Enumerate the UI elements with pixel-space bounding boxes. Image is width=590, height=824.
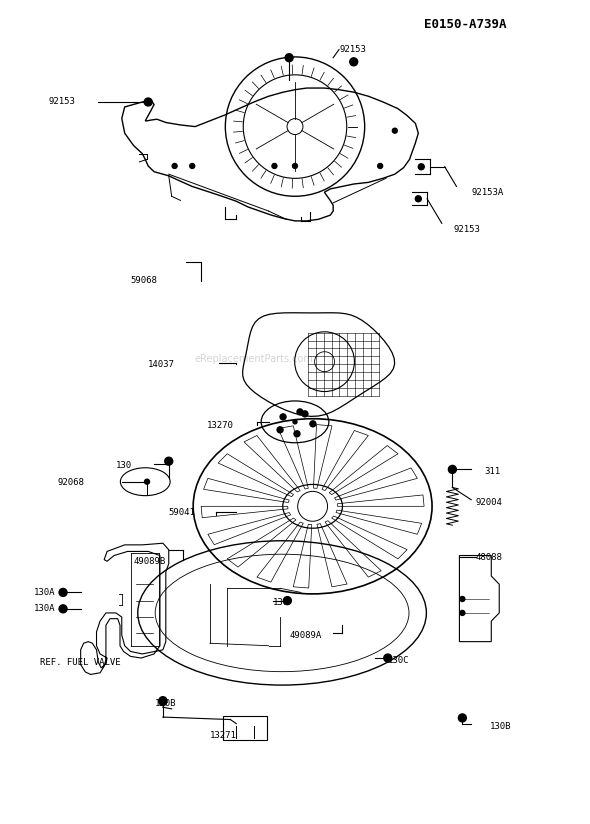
Text: 130C: 130C xyxy=(388,656,409,665)
Text: 92153: 92153 xyxy=(454,225,480,234)
Text: 92153: 92153 xyxy=(339,45,366,54)
Circle shape xyxy=(294,431,300,437)
Circle shape xyxy=(293,163,297,168)
Circle shape xyxy=(378,163,383,168)
Text: 48088: 48088 xyxy=(476,553,503,562)
Circle shape xyxy=(310,421,316,427)
Circle shape xyxy=(59,605,67,613)
Circle shape xyxy=(145,480,149,485)
Circle shape xyxy=(384,654,392,662)
Circle shape xyxy=(350,58,358,66)
Circle shape xyxy=(293,420,297,424)
Text: 92153A: 92153A xyxy=(471,188,503,197)
Circle shape xyxy=(190,163,195,168)
Circle shape xyxy=(297,409,303,414)
Text: 14037: 14037 xyxy=(148,360,175,369)
Circle shape xyxy=(159,697,167,705)
Text: 13270: 13270 xyxy=(207,420,234,429)
Circle shape xyxy=(277,427,283,433)
Circle shape xyxy=(418,164,424,170)
Text: 311: 311 xyxy=(484,466,501,475)
Text: E0150-A739A: E0150-A739A xyxy=(424,18,507,31)
Text: 130: 130 xyxy=(273,597,289,606)
Circle shape xyxy=(392,129,397,133)
Text: 92153: 92153 xyxy=(48,97,76,106)
Text: 49089B: 49089B xyxy=(133,557,166,566)
Circle shape xyxy=(165,457,173,466)
Text: 92004: 92004 xyxy=(476,498,503,507)
Text: 92068: 92068 xyxy=(57,478,84,487)
Circle shape xyxy=(172,163,177,168)
Text: 49089A: 49089A xyxy=(289,630,322,639)
Circle shape xyxy=(415,196,421,202)
Circle shape xyxy=(280,414,286,420)
Text: REF. FUEL VALVE: REF. FUEL VALVE xyxy=(40,658,120,667)
Text: 13271: 13271 xyxy=(210,732,237,741)
Text: 130B: 130B xyxy=(490,722,512,731)
Circle shape xyxy=(159,698,167,705)
Circle shape xyxy=(448,466,456,474)
Circle shape xyxy=(59,588,67,597)
Text: 130B: 130B xyxy=(155,699,177,708)
Circle shape xyxy=(283,597,291,605)
Circle shape xyxy=(458,714,466,722)
Text: 59068: 59068 xyxy=(130,276,158,285)
Circle shape xyxy=(285,54,293,62)
Circle shape xyxy=(302,411,308,417)
Text: 130A: 130A xyxy=(34,604,55,613)
Text: 130A: 130A xyxy=(34,588,55,597)
Text: 59041: 59041 xyxy=(169,508,196,517)
Circle shape xyxy=(460,597,465,602)
Circle shape xyxy=(460,611,465,616)
Circle shape xyxy=(272,163,277,168)
Text: 130: 130 xyxy=(116,461,132,470)
Circle shape xyxy=(144,98,152,106)
Text: eReplacementParts.com: eReplacementParts.com xyxy=(195,353,313,363)
